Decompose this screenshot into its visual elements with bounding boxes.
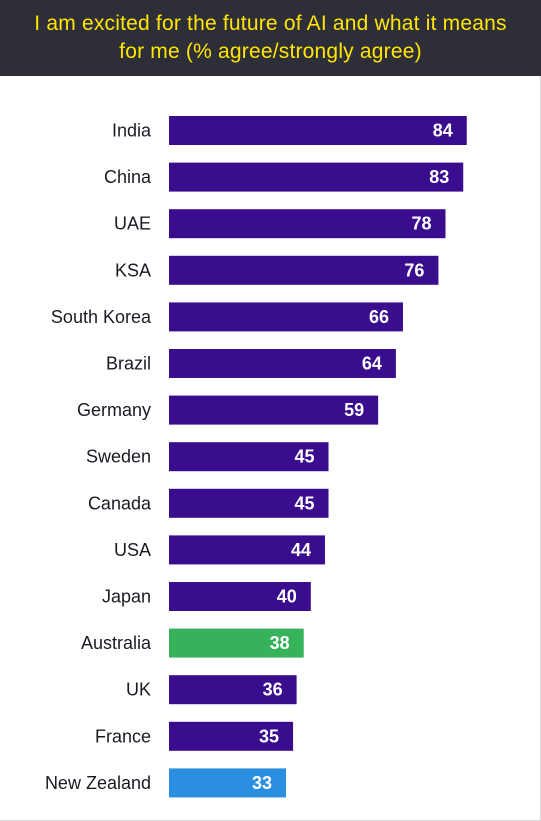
value-label-france: 35 (259, 726, 279, 746)
bar-row-usa: USA 44 (114, 535, 325, 565)
chart-title: I am excited for the future of AI and wh… (34, 12, 507, 63)
category-label-canada: Canada (88, 493, 152, 513)
value-label-uae: 78 (411, 214, 431, 234)
bar-row-japan: Japan 40 (102, 582, 311, 611)
category-label-germany: Germany (77, 400, 151, 420)
bar-india (169, 116, 467, 145)
value-label-uk: 36 (263, 680, 283, 700)
value-label-japan: 40 (277, 587, 297, 607)
value-label-india: 84 (433, 121, 453, 141)
category-label-brazil: Brazil (106, 354, 151, 374)
bar-canada (169, 488, 329, 518)
value-label-germany: 59 (344, 400, 364, 420)
category-label-india: India (112, 121, 152, 141)
bar-row-uk: UK 36 (126, 675, 297, 705)
bar-new-zealand (169, 768, 286, 798)
bar-south-korea (169, 302, 403, 332)
bar-row-germany: Germany 59 (77, 395, 379, 425)
bar-brazil (169, 349, 396, 378)
value-label-china: 83 (429, 167, 449, 187)
bar-row-france: France 35 (95, 721, 294, 751)
bar-usa (169, 535, 325, 565)
value-label-sweden: 45 (294, 447, 314, 467)
category-label-china: China (104, 167, 152, 187)
bar-row-ksa: KSA 76 (115, 255, 439, 285)
bar-row-new-zealand: New Zealand 33 (45, 768, 286, 798)
category-label-uae: UAE (114, 214, 151, 234)
bar-row-sweden: Sweden 45 (86, 442, 329, 472)
bar-row-australia: Australia 38 (81, 628, 304, 658)
value-label-ksa: 76 (404, 260, 424, 280)
value-label-australia: 38 (270, 633, 290, 653)
category-label-japan: Japan (102, 587, 151, 607)
value-label-usa: 44 (291, 540, 311, 560)
value-label-new-zealand: 33 (252, 773, 272, 793)
value-label-canada: 45 (294, 493, 314, 513)
category-label-usa: USA (114, 540, 151, 560)
category-label-south-korea: South Korea (51, 307, 152, 327)
bar-japan (169, 582, 311, 611)
bar-uae (169, 209, 446, 239)
category-label-new-zealand: New Zealand (45, 773, 151, 793)
category-label-sweden: Sweden (86, 447, 151, 467)
bar-france (169, 721, 294, 751)
bar-sweden (169, 442, 329, 472)
category-label-uk: UK (126, 680, 151, 700)
bar-row-brazil: Brazil 64 (106, 349, 396, 378)
bar-china (169, 162, 464, 192)
value-label-brazil: 64 (362, 354, 382, 374)
bar-row-uae: UAE 78 (114, 209, 446, 239)
category-label-france: France (95, 726, 151, 746)
category-label-ksa: KSA (115, 260, 151, 280)
value-label-south-korea: 66 (369, 307, 389, 327)
bar-row-canada: Canada 45 (88, 488, 329, 518)
bar-uk (169, 675, 297, 705)
bar-row-south-korea: South Korea 66 (51, 302, 403, 332)
bar-australia (169, 628, 304, 658)
title-band: I am excited for the future of AI and wh… (0, 0, 541, 76)
bar-row-china: China 83 (104, 162, 464, 192)
bar-row-india: India 84 (112, 116, 467, 145)
bar-germany (169, 395, 379, 425)
bar-ksa (169, 255, 439, 285)
category-label-australia: Australia (81, 633, 152, 653)
